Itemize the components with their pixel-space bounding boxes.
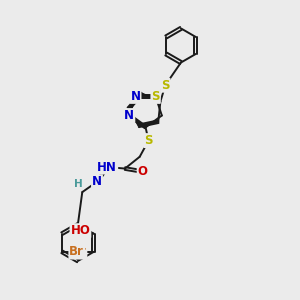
Text: S: S: [161, 79, 170, 92]
Text: Br: Br: [71, 245, 86, 258]
Text: HO: HO: [70, 224, 90, 237]
Text: N: N: [124, 109, 134, 122]
Text: N: N: [92, 175, 102, 188]
Text: S: S: [152, 90, 160, 103]
Text: O: O: [138, 165, 148, 178]
Text: HN: HN: [98, 160, 117, 174]
Text: S: S: [144, 134, 153, 147]
Text: Br: Br: [69, 245, 84, 258]
Text: N: N: [130, 90, 140, 103]
Text: H: H: [74, 179, 83, 189]
